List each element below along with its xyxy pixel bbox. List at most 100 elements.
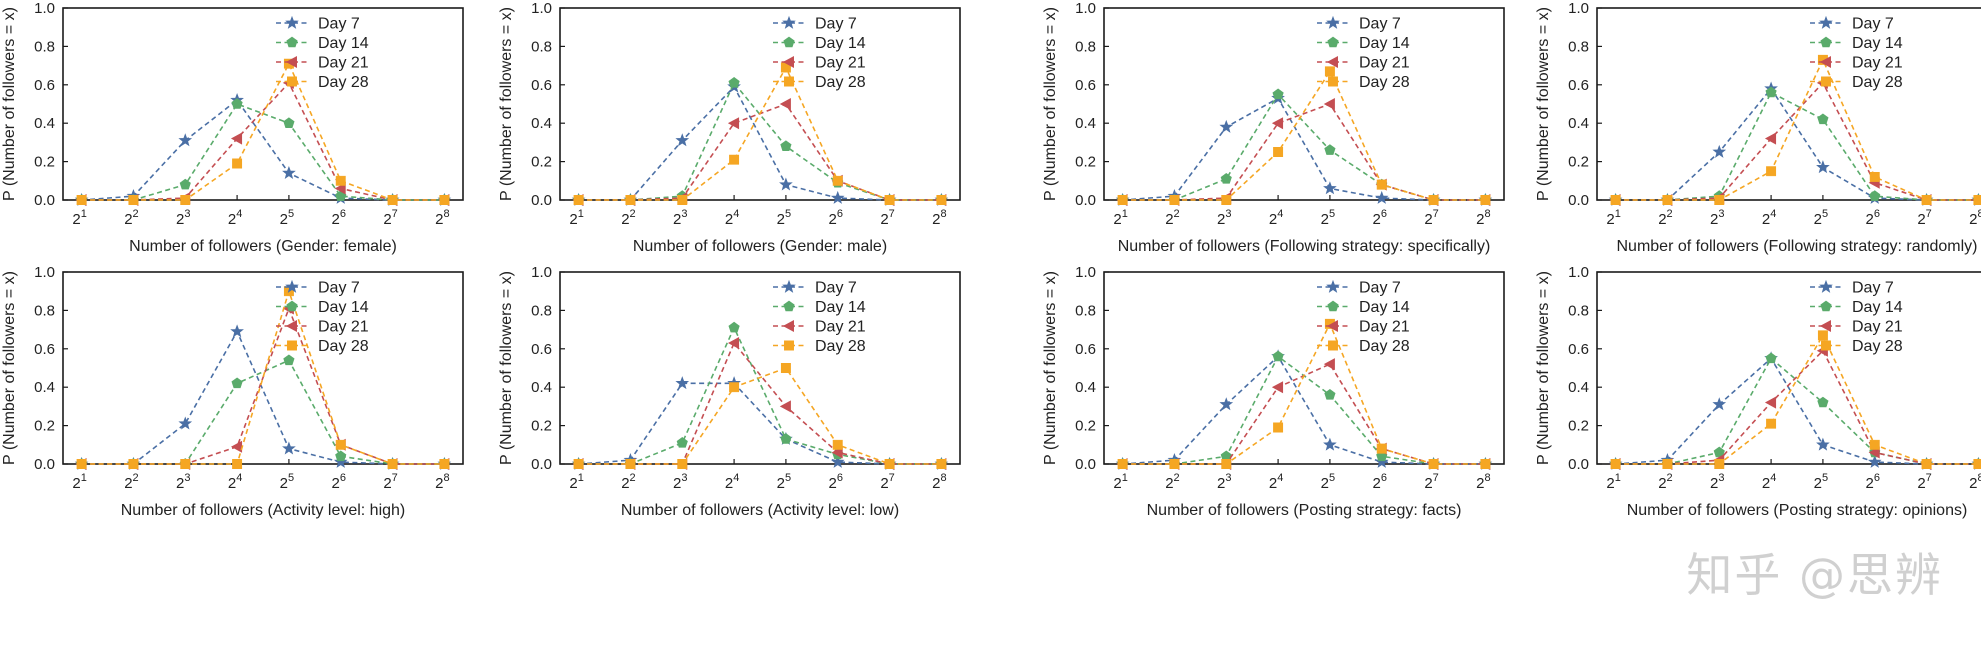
x-tick-label: 24: [1762, 208, 1776, 228]
legend-label: Day 28: [1359, 74, 1410, 91]
legend-marker: [285, 55, 297, 69]
y-tick-label: 0.0: [1075, 456, 1096, 473]
data-point: [779, 177, 793, 191]
x-axis-label: Number of followers (Following strategy:…: [1616, 238, 1977, 255]
series-line: [1615, 349, 1979, 465]
x-tick-label: 28: [932, 472, 946, 492]
data-point: [180, 459, 191, 469]
series-line: [1615, 357, 1979, 465]
legend-label: Day 21: [1359, 319, 1410, 336]
data-point: [335, 450, 347, 462]
legend-label: Day 14: [1359, 299, 1410, 316]
legend-label: Day 28: [1852, 74, 1903, 91]
data-point: [884, 459, 895, 469]
data-point: [779, 400, 791, 413]
y-tick-label: 0.4: [1568, 115, 1589, 132]
x-tick-label: 28: [1476, 208, 1490, 228]
x-axis-label: Number of followers (Posting strategy: f…: [1147, 502, 1462, 519]
series-line: [578, 103, 942, 201]
data-point: [625, 459, 636, 469]
data-point: [1272, 88, 1284, 100]
legend-label: Day 14: [1852, 35, 1903, 52]
legend-label: Day 7: [815, 280, 857, 297]
legend-label: Day 21: [815, 55, 866, 72]
plot-frame: [559, 7, 961, 201]
x-tick-label: 24: [725, 208, 739, 228]
data-point: [830, 454, 845, 468]
series-line: [81, 99, 445, 201]
data-point: [1169, 195, 1180, 205]
data-point: [1610, 459, 1621, 469]
data-point: [1712, 144, 1727, 158]
x-tick-label: 23: [1710, 208, 1724, 228]
series-day-28: [1117, 318, 1491, 469]
legend-marker: [783, 36, 795, 48]
x-tick-label: 21: [72, 208, 86, 228]
y-axis-label: P (Number of followers = x): [498, 7, 515, 201]
legend-marker: [1821, 340, 1831, 351]
legend-label: Day 21: [1852, 319, 1903, 336]
series-line: [1615, 87, 1979, 201]
data-point: [1324, 144, 1336, 155]
data-point: [1221, 195, 1232, 205]
legend-marker: [285, 319, 297, 333]
y-tick-label: 0.2: [1075, 154, 1096, 171]
series-line: [578, 81, 942, 201]
y-tick-label: 0.6: [34, 341, 55, 358]
legend: Day 7 Day 14 Day 21 Day 28: [1317, 16, 1410, 91]
data-point: [282, 441, 296, 455]
legend-marker: [1819, 55, 1831, 69]
data-point: [283, 117, 295, 128]
y-tick-label: 0.8: [531, 302, 552, 319]
legend-label: Day 7: [1852, 16, 1894, 33]
data-point: [1428, 459, 1439, 469]
data-point: [1817, 330, 1828, 341]
series-line: [1615, 91, 1979, 201]
data-point: [232, 158, 243, 169]
x-tick-label: 27: [383, 472, 397, 492]
y-axis-label: P (Number of followers = x): [1042, 271, 1059, 465]
data-point: [936, 195, 947, 205]
data-point: [76, 195, 87, 205]
x-axis-label: Number of followers (Gender: female): [129, 238, 397, 255]
data-point: [1869, 171, 1880, 182]
data-point: [727, 117, 740, 130]
data-point: [1374, 454, 1389, 468]
y-tick-label: 0.4: [1568, 379, 1589, 396]
x-tick-label: 23: [176, 472, 190, 492]
data-point: [1272, 350, 1284, 362]
data-point: [1323, 358, 1335, 371]
series-line: [578, 325, 942, 465]
data-point: [1323, 181, 1337, 195]
data-point: [1376, 179, 1387, 190]
series-day-28: [1610, 54, 1981, 205]
data-point: [1480, 459, 1491, 469]
y-tick-label: 0.2: [1075, 418, 1096, 435]
series-day-14: [573, 321, 947, 469]
data-point: [729, 154, 740, 165]
y-tick-label: 0.6: [1075, 341, 1096, 358]
x-tick-label: 21: [1606, 472, 1620, 492]
x-axis-label: Number of followers (Posting strategy: o…: [1627, 502, 1968, 519]
legend-label: Day 28: [815, 74, 866, 91]
y-tick-label: 0.0: [531, 456, 552, 473]
data-point: [387, 195, 398, 205]
data-point: [1817, 113, 1829, 125]
chart-panel-7: 0.0 0.2 0.4 0.6 0.8 1.0 21 22 23 24 25 26 27 28 Number…: [1042, 264, 1505, 519]
x-tick-label: 26: [1866, 208, 1880, 228]
y-axis-label: P (Number of followers = x): [1535, 7, 1552, 201]
series-line: [1122, 103, 1486, 201]
legend-marker: [287, 340, 297, 351]
data-point: [1374, 190, 1389, 204]
data-point: [230, 324, 244, 338]
data-point: [1817, 396, 1829, 408]
legend-label: Day 7: [1852, 280, 1894, 297]
series-day-14: [573, 77, 947, 205]
x-tick-label: 26: [1866, 472, 1880, 492]
y-tick-label: 1.0: [1075, 0, 1096, 17]
x-tick-label: 23: [1217, 208, 1231, 228]
y-tick-label: 0.8: [1568, 302, 1589, 319]
data-point: [830, 190, 845, 204]
series-day-21: [1116, 97, 1491, 207]
legend-marker: [1328, 76, 1338, 87]
